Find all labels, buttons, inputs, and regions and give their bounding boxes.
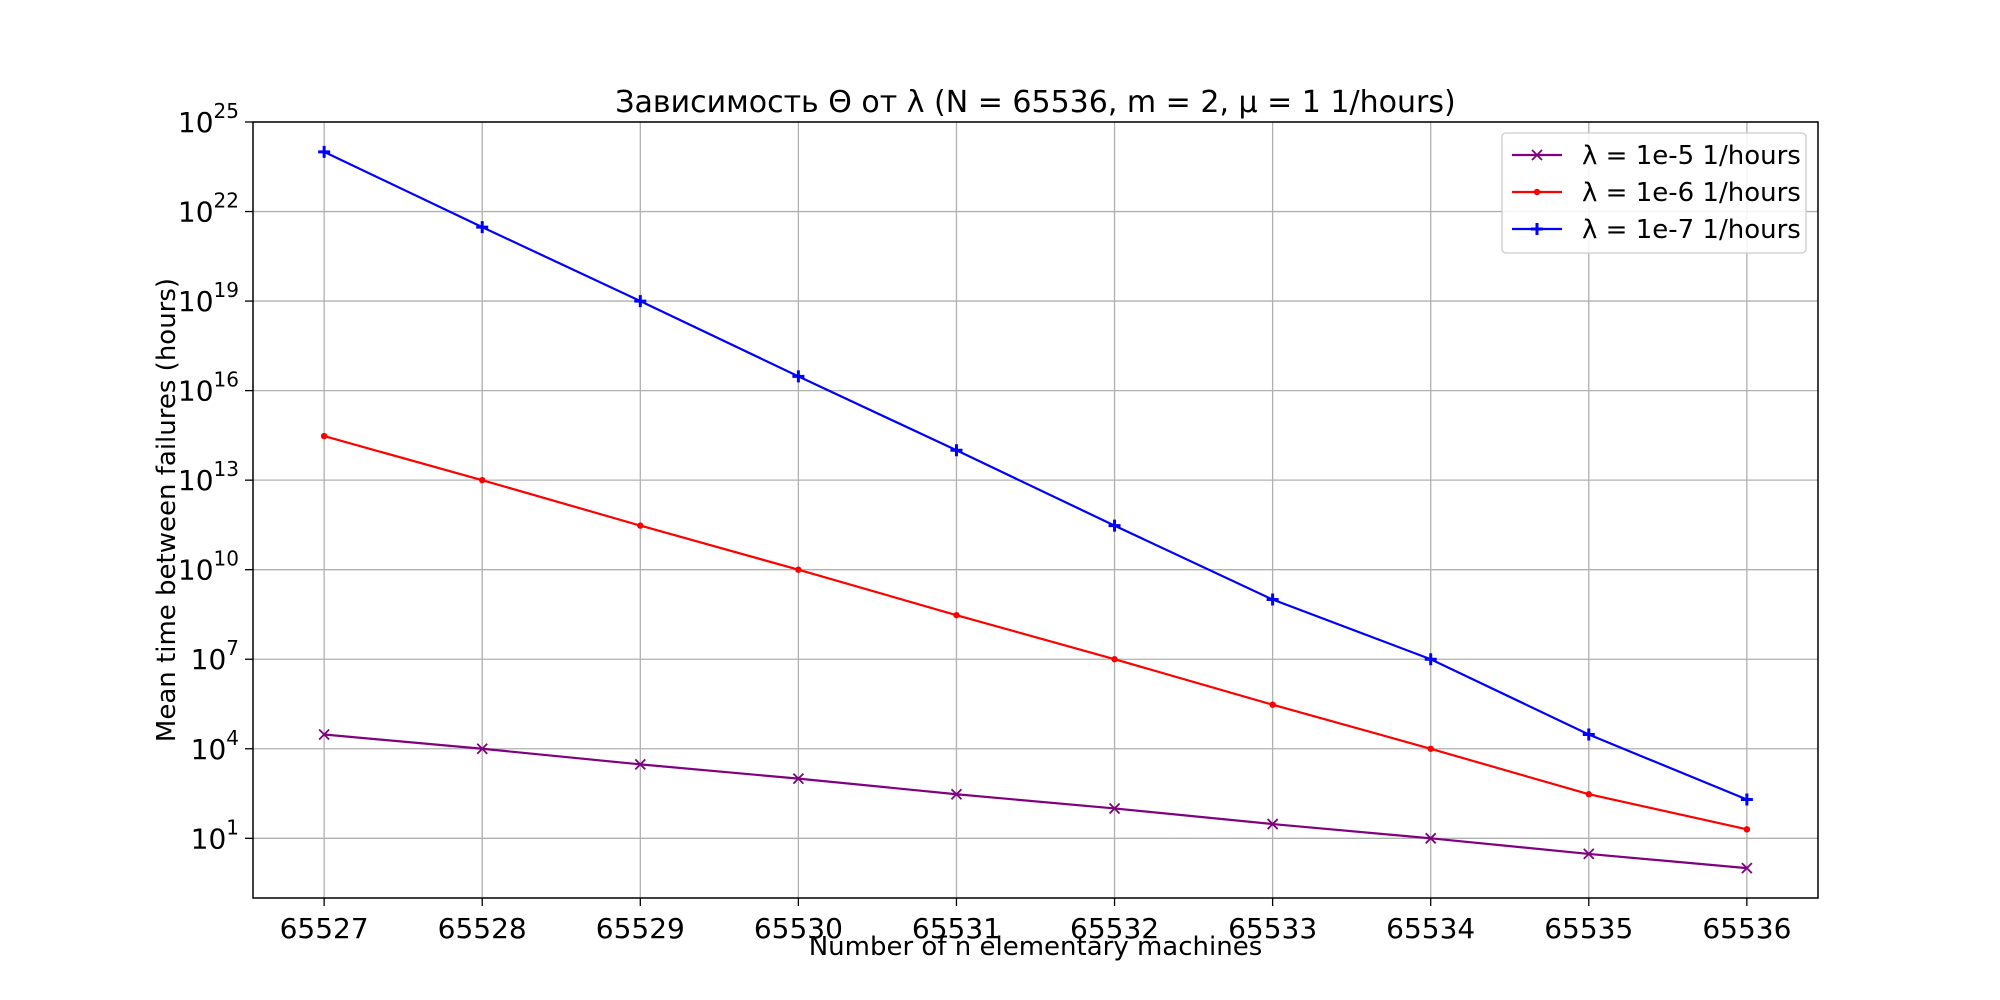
y-tick-label: 101 (191, 815, 239, 855)
data-point-dot-marker (953, 611, 960, 619)
legend-box (1501, 132, 1807, 254)
x-tick-label: 65530 (754, 912, 843, 945)
y-tick-label: 1013 (178, 457, 239, 497)
data-point-dot-marker (320, 432, 328, 440)
data-point-x-marker (318, 728, 330, 741)
data-point-x-marker (950, 788, 963, 800)
y-tick-label: 1010 (178, 547, 239, 587)
data-point-dot-marker (637, 522, 644, 529)
legend-label: λ = 1e-5 1/hours (1582, 141, 1801, 171)
data-point-plus-marker (476, 221, 489, 234)
data-point-plus-marker (318, 145, 331, 158)
data-point-x-marker (1531, 149, 1543, 161)
series-line (324, 733, 1747, 870)
data-point-plus-marker (1108, 519, 1121, 532)
data-point-dot-marker (795, 566, 802, 573)
data-point-plus-marker (950, 444, 963, 457)
series-1 (318, 728, 1753, 874)
data-point-x-marker (476, 743, 488, 755)
legend: λ = 1e-5 1/hours λ = 1e-6 1/hours λ = 1e-7… (1501, 132, 1807, 254)
series-layer (318, 145, 1753, 874)
data-point-dot-marker (1269, 701, 1276, 708)
y-axis-label: Mean time between failures (hours) (152, 278, 182, 742)
y-tick-label: 1016 (178, 368, 239, 408)
x-tick-label: 65535 (1544, 912, 1633, 945)
data-point-x-marker (1266, 818, 1279, 830)
series-line (323, 150, 1748, 801)
legend-label: λ = 1e-6 1/hours (1582, 178, 1801, 208)
x-tick-label: 65529 (596, 912, 685, 945)
series-3 (318, 145, 1753, 806)
data-point-dot-marker (1427, 745, 1434, 752)
x-tick-label: 65527 (280, 912, 369, 945)
x-tick-label: 65531 (912, 912, 1001, 945)
data-point-dot-marker (479, 476, 486, 484)
data-point-dot-marker (1111, 656, 1118, 663)
data-point-x-marker (1741, 862, 1753, 874)
x-tick-label: 65533 (1228, 912, 1317, 945)
y-tick-label: 1025 (178, 99, 239, 139)
chart-title: Зависимость Θ от λ (N = 65536, m = 2, μ … (615, 85, 1455, 120)
y-tick-label: 107 (191, 636, 239, 676)
y-tick-label: 104 (191, 726, 239, 766)
data-point-plus-marker (1266, 593, 1279, 606)
data-point-dot-marker (1533, 188, 1541, 196)
x-tick-label: 65536 (1702, 912, 1791, 945)
data-point-plus-marker (1740, 793, 1753, 806)
legend-label: λ = 1e-7 1/hours (1582, 215, 1801, 245)
legend-entry: λ = 1e-6 1/hours (1512, 178, 1801, 208)
x-tick-label: 65534 (1386, 912, 1475, 945)
y-tick-label: 1019 (178, 278, 239, 318)
data-point-x-marker (1108, 802, 1121, 815)
data-point-plus-marker (634, 295, 647, 308)
data-point-plus-marker (792, 370, 805, 383)
x-axis-label: Number of n elementary machines (809, 932, 1263, 962)
x-tick-label: 65528 (438, 912, 527, 945)
series-line (323, 435, 1748, 831)
data-point-dot-marker (1585, 791, 1592, 798)
data-point-plus-marker (1582, 728, 1595, 741)
data-point-x-marker (1583, 848, 1595, 860)
x-axis-ticks: 65527 65528 65529 65530 65531 65532 65533 65534… (280, 898, 1791, 945)
plot-area-frame (252, 121, 1819, 899)
data-point-plus-marker (1424, 653, 1437, 666)
x-tick-label: 65532 (1070, 912, 1159, 945)
data-point-plus-marker (1531, 223, 1543, 235)
y-tick-label: 1022 (178, 189, 239, 229)
data-point-x-marker (792, 772, 805, 785)
series-2 (320, 432, 1751, 833)
data-point-x-marker (634, 758, 646, 771)
y-axis-ticks: 101 104 107 1010 1013 1016 1019 1022 1025 (178, 99, 253, 855)
legend-entry: λ = 1e-7 1/hours (1512, 215, 1801, 245)
data-point-x-marker (1425, 832, 1437, 844)
data-point-dot-marker (1743, 826, 1751, 833)
legend-entry: λ = 1e-5 1/hours (1512, 141, 1801, 171)
